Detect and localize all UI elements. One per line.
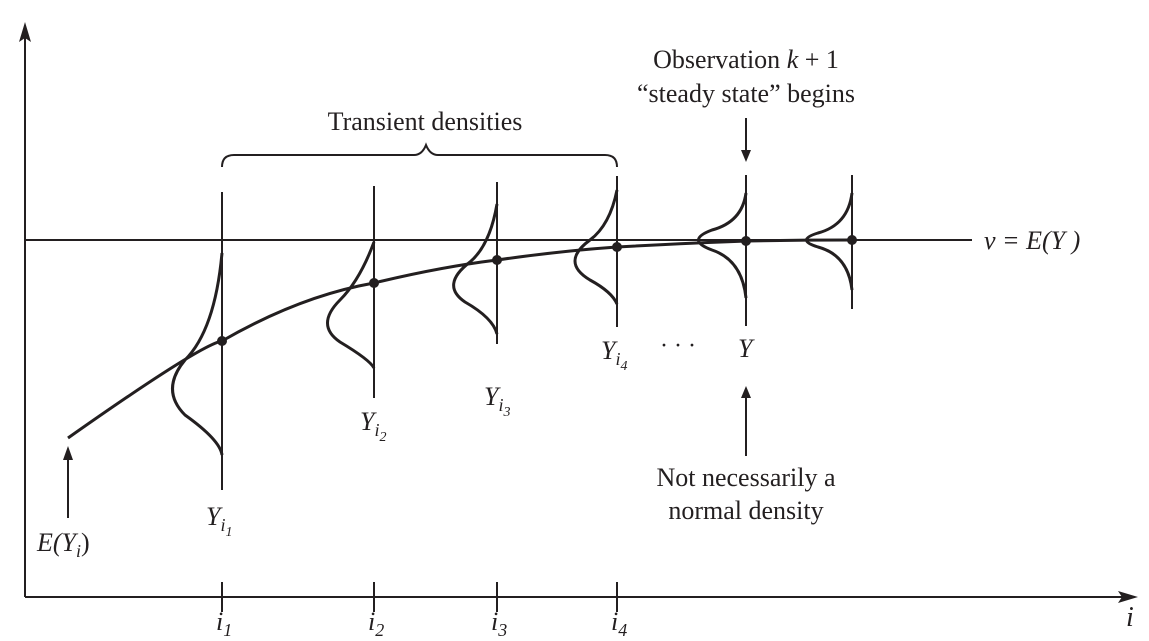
expected-value-arrowhead: [63, 446, 73, 460]
not-normal-label-1: Not necessarily a: [656, 463, 836, 492]
observation-steady-density: [697, 192, 748, 299]
steady-state-label: “steady state” begins: [637, 79, 855, 108]
not-normal-label-2: normal density: [668, 496, 823, 525]
transient-brace: [221, 142, 618, 168]
observation-1-mean-point: [217, 336, 227, 346]
observation-2-density: [326, 241, 376, 369]
observation-last-density: [805, 192, 854, 291]
observation-3-density: [452, 203, 499, 335]
nu-label: ν = E(Y ): [984, 226, 1080, 255]
x-tick-label-4: i4: [611, 607, 627, 640]
observation-steady-mean-point: [741, 236, 751, 246]
x-tick-label-1: i1: [216, 607, 232, 640]
observation-3-mean-point: [492, 255, 502, 265]
ellipsis: · · ·: [660, 333, 696, 359]
observation-3-label: Yi3: [484, 382, 510, 420]
not-normal-arrowhead: [741, 386, 751, 398]
observation-steady-label: Y: [738, 334, 755, 363]
x-tick-label-3: i3: [491, 607, 507, 640]
observation-label: Observation k + 1: [653, 45, 839, 74]
observation-last: [805, 175, 857, 309]
observation-4-mean-point: [612, 242, 622, 252]
observation-1-label: Yi1: [206, 502, 232, 540]
x-ticks: i1 i2 i3 i4: [216, 582, 627, 640]
observation-4-label: Yi4: [601, 336, 627, 374]
observation-steady: Y: [697, 175, 755, 456]
observation-2-label: Yi2: [360, 407, 386, 445]
observation-1-density: [171, 252, 224, 456]
observation-1: Yi1: [171, 192, 232, 540]
steady-state-arrowhead: [741, 150, 751, 162]
observation-2-mean-point: [369, 278, 379, 288]
observation-4: Yi4: [573, 176, 627, 374]
expected-value-label: E(Yi): [36, 528, 90, 561]
x-axis-label: i: [1126, 602, 1134, 633]
x-axis-arrowhead: [1118, 591, 1138, 603]
observation-3: Yi3: [452, 182, 510, 420]
observation-2: Yi2: [326, 186, 386, 445]
transient-label: Transient densities: [328, 107, 523, 136]
observation-4-density: [573, 189, 619, 305]
observation-last-mean-point: [847, 235, 857, 245]
y-axis-arrowhead: [19, 22, 31, 42]
x-tick-label-2: i2: [368, 607, 384, 640]
